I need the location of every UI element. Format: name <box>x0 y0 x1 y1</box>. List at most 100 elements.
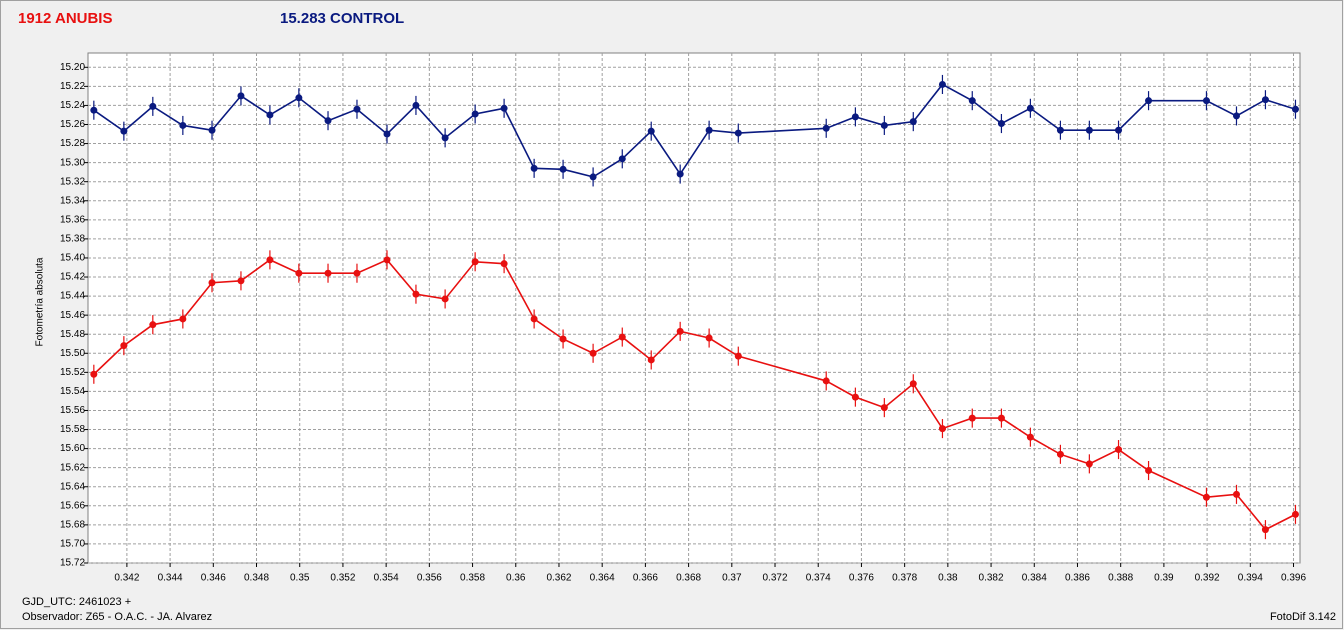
plot-area <box>87 52 1301 564</box>
data-point <box>1085 126 1093 134</box>
y-tick-label: 15.42 <box>60 272 85 283</box>
data-point <box>1261 526 1269 534</box>
data-point <box>851 113 859 121</box>
y-tick-label: 15.66 <box>60 500 85 511</box>
data-point <box>500 260 508 268</box>
data-point <box>1232 112 1240 120</box>
data-point <box>324 117 332 125</box>
legend-label: 15.283 CONTROL <box>280 10 404 27</box>
data-point <box>1291 510 1299 518</box>
data-point <box>880 121 888 129</box>
data-point <box>295 269 303 277</box>
data-point <box>647 127 655 135</box>
y-tick-label: 15.50 <box>60 348 85 359</box>
y-tick-label: 15.44 <box>60 291 85 302</box>
data-point <box>500 104 508 112</box>
x-tick-label: 0.392 <box>1195 573 1220 584</box>
x-tick-label: 0.386 <box>1065 573 1090 584</box>
data-point <box>353 105 361 113</box>
data-point <box>705 126 713 134</box>
footer-text: GJD_UTC: 2461023 + <box>22 596 131 608</box>
data-point <box>1232 490 1240 498</box>
data-point <box>237 92 245 100</box>
data-point <box>909 118 917 126</box>
footer-text: Observador: Z65 - O.A.C. - JA. Alvarez <box>22 611 212 623</box>
y-tick-label: 15.22 <box>60 81 85 92</box>
y-tick-label: 15.54 <box>60 386 85 397</box>
data-point <box>412 101 420 109</box>
data-point <box>822 124 830 132</box>
data-point <box>471 258 479 266</box>
data-point <box>938 425 946 433</box>
x-tick-label: 0.352 <box>330 573 355 584</box>
x-tick-label: 0.36 <box>506 573 526 584</box>
data-point <box>676 327 684 335</box>
x-tick-label: 0.364 <box>590 573 615 584</box>
data-point <box>968 414 976 422</box>
x-tick-label: 0.362 <box>546 573 571 584</box>
y-tick-label: 15.28 <box>60 138 85 149</box>
y-tick-label: 15.56 <box>60 405 85 416</box>
data-point <box>441 295 449 303</box>
data-point <box>968 97 976 105</box>
y-axis-label: Fotometría absoluta <box>35 257 46 346</box>
x-tick-label: 0.388 <box>1108 573 1133 584</box>
y-tick-label: 15.72 <box>60 558 85 569</box>
y-tick-label: 15.24 <box>60 100 85 111</box>
data-point <box>412 290 420 298</box>
data-point <box>353 269 361 277</box>
data-point <box>1085 460 1093 468</box>
data-point <box>1115 446 1123 454</box>
legend-label: 1912 ANUBIS <box>18 10 112 27</box>
y-tick-label: 15.68 <box>60 520 85 531</box>
x-tick-label: 0.35 <box>290 573 310 584</box>
y-tick-label: 15.64 <box>60 481 85 492</box>
x-tick-label: 0.396 <box>1281 573 1306 584</box>
data-point <box>676 170 684 178</box>
x-tick-label: 0.354 <box>374 573 399 584</box>
x-tick-label: 0.366 <box>633 573 658 584</box>
data-point <box>1026 104 1034 112</box>
data-point <box>1202 493 1210 501</box>
x-tick-label: 0.39 <box>1154 573 1174 584</box>
x-tick-label: 0.382 <box>979 573 1004 584</box>
data-point <box>734 129 742 137</box>
x-tick-label: 0.346 <box>201 573 226 584</box>
y-tick-label: 15.60 <box>60 443 85 454</box>
x-tick-label: 0.378 <box>892 573 917 584</box>
data-point <box>1115 126 1123 134</box>
data-point <box>938 80 946 88</box>
data-point <box>149 321 157 329</box>
data-point <box>618 333 626 341</box>
y-tick-label: 15.34 <box>60 195 85 206</box>
data-point <box>120 342 128 350</box>
data-point <box>179 121 187 129</box>
x-tick-label: 0.376 <box>849 573 874 584</box>
x-tick-label: 0.394 <box>1238 573 1263 584</box>
x-tick-label: 0.368 <box>676 573 701 584</box>
data-point <box>90 370 98 378</box>
data-point <box>530 164 538 172</box>
y-tick-label: 15.48 <box>60 329 85 340</box>
data-point <box>880 404 888 412</box>
data-point <box>295 94 303 102</box>
y-tick-label: 15.26 <box>60 119 85 130</box>
data-point <box>383 130 391 138</box>
y-tick-label: 15.36 <box>60 214 85 225</box>
y-tick-label: 15.30 <box>60 157 85 168</box>
data-point <box>1145 97 1153 105</box>
x-tick-label: 0.38 <box>938 573 958 584</box>
data-point <box>120 127 128 135</box>
data-point <box>1291 105 1299 113</box>
y-tick-label: 15.32 <box>60 176 85 187</box>
data-point <box>1145 467 1153 475</box>
footer-text: FotoDif 3.142 <box>1270 611 1336 623</box>
data-point <box>266 256 274 264</box>
y-tick-label: 15.38 <box>60 234 85 245</box>
data-point <box>1261 96 1269 104</box>
data-point <box>208 279 216 287</box>
data-point <box>179 315 187 323</box>
x-tick-label: 0.372 <box>763 573 788 584</box>
data-point <box>1056 450 1064 458</box>
